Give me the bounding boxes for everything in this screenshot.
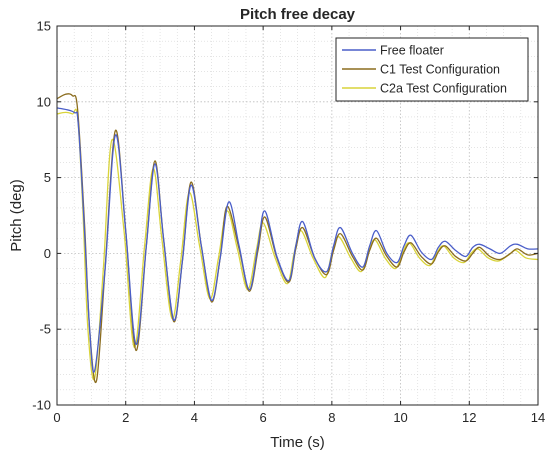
tick-marks	[56, 25, 539, 406]
y-tick-label: 5	[44, 170, 51, 185]
y-tick-label: 0	[44, 246, 51, 261]
x-tick-label: 8	[328, 410, 335, 425]
x-tick-label: 12	[462, 410, 476, 425]
legend-label-2: C1 Test Configuration	[380, 63, 500, 77]
x-tick-label: 14	[531, 410, 545, 425]
x-tick-label: 0	[53, 410, 60, 425]
y-tick-labels: -10 -5 0 5 10 15	[32, 19, 51, 413]
x-tick-label: 10	[393, 410, 407, 425]
legend-label-3: C2a Test Configuration	[380, 82, 507, 96]
legend: Free floater C1 Test Configuration C2a Tes…	[335, 37, 529, 102]
y-tick-label: 15	[37, 19, 51, 34]
x-axis-title: Time (s)	[270, 434, 324, 451]
y-tick-label: 10	[37, 94, 51, 109]
chart-title: Pitch free decay	[240, 6, 356, 23]
x-tick-labels: 0 2 4 6 8 10 12 14	[53, 410, 545, 425]
y-tick-label: -10	[32, 398, 51, 413]
series-line-3	[56, 108, 539, 381]
x-tick-label: 2	[122, 410, 129, 425]
legend-label-1: Free floater	[380, 44, 444, 58]
x-tick-label: 4	[191, 410, 198, 425]
minor-grid	[57, 26, 538, 405]
x-tick-label: 6	[260, 410, 267, 425]
series-line-1	[56, 107, 539, 373]
y-tick-label: -5	[39, 322, 51, 337]
y-axis-title: Pitch (deg)	[8, 179, 25, 252]
series-layer	[56, 93, 539, 384]
plot-area-frame	[56, 25, 539, 406]
